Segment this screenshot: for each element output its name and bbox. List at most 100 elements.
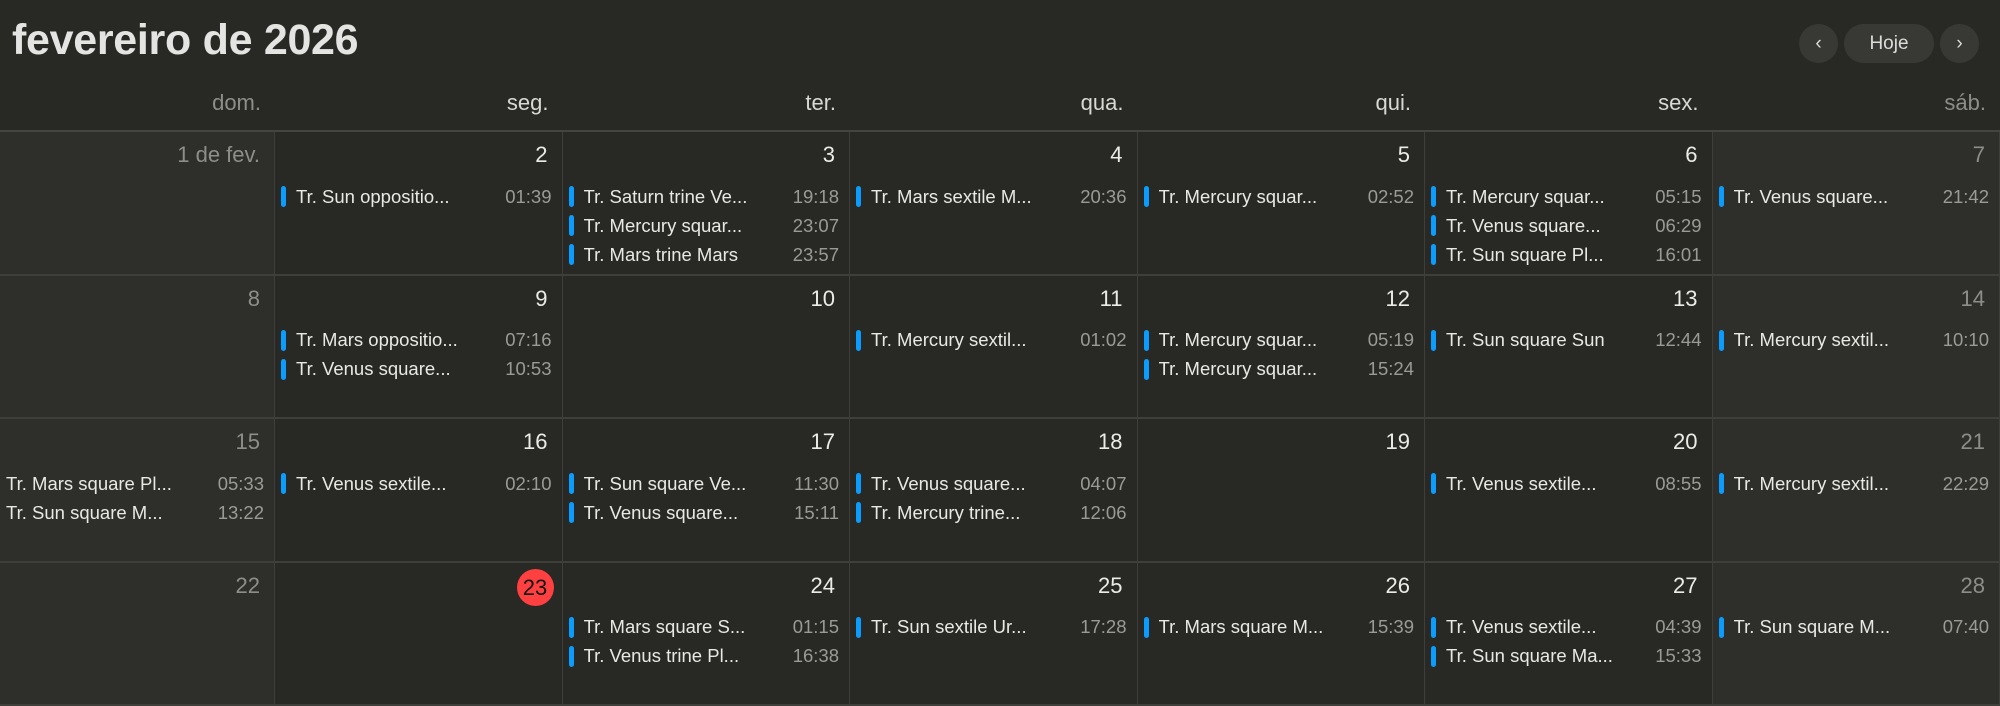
calendar-event[interactable]: Tr. Sun square M...13:22 — [6, 498, 264, 527]
event-time: 23:57 — [793, 244, 839, 266]
event-title: Tr. Mercury trine... — [871, 502, 1074, 524]
calendar-event[interactable]: Tr. Venus square...04:07 — [856, 469, 1127, 498]
day-cell[interactable]: 26 Tr. Mars square M...15:39 — [1138, 563, 1426, 706]
day-cell[interactable]: 8 — [0, 276, 275, 420]
calendar-color-bar-icon — [281, 330, 286, 351]
chevron-left-icon: ‹ — [1815, 33, 1821, 55]
day-cell[interactable]: 23 — [275, 563, 563, 706]
calendar-color-bar-icon — [569, 617, 574, 638]
calendar-color-bar-icon — [856, 502, 861, 523]
event-time: 07:16 — [505, 329, 551, 351]
event-title: Tr. Sun sextile Ur... — [871, 616, 1074, 638]
calendar-event[interactable]: Tr. Mercury squar...05:19 — [1144, 326, 1415, 355]
event-title: Tr. Sun oppositio... — [296, 186, 499, 208]
month-title: fevereiro de 2026 — [12, 16, 358, 65]
event-title: Tr. Venus trine Pl... — [584, 645, 787, 667]
day-number: 18 — [1098, 429, 1122, 455]
calendar-color-bar-icon — [1431, 186, 1436, 207]
event-title: Tr. Mars oppositio... — [296, 329, 499, 351]
calendar-event[interactable]: Tr. Venus square...10:53 — [281, 355, 552, 384]
calendar-event[interactable]: Tr. Mars square S...01:15 — [569, 613, 840, 642]
calendar-event[interactable]: Tr. Sun square M...07:40 — [1719, 613, 1990, 642]
day-cell[interactable]: 19 — [1138, 419, 1426, 563]
today-button[interactable]: Hoje — [1844, 24, 1934, 63]
event-time: 11:30 — [794, 473, 839, 495]
calendar-event[interactable]: Tr. Sun square Ve...11:30 — [569, 469, 840, 498]
calendar-event[interactable]: Tr. Sun sextile Ur...17:28 — [856, 613, 1127, 642]
event-title: Tr. Saturn trine Ve... — [584, 186, 787, 208]
calendar-event[interactable]: Tr. Sun oppositio...01:39 — [281, 182, 552, 211]
calendar-event[interactable]: Tr. Mercury squar...23:07 — [569, 211, 840, 240]
previous-month-button[interactable]: ‹ — [1799, 24, 1838, 63]
event-time: 06:29 — [1655, 215, 1701, 237]
event-title: Tr. Mars square Pl... — [6, 473, 212, 495]
calendar-event[interactable]: Tr. Mars oppositio... 07:16 — [281, 326, 552, 355]
calendar-color-bar-icon — [1719, 473, 1724, 494]
calendar-event[interactable]: Tr. Venus sextile...08:55 — [1431, 469, 1702, 498]
event-time: 01:02 — [1080, 329, 1126, 351]
calendar-color-bar-icon — [1431, 473, 1436, 494]
event-time: 23:07 — [793, 215, 839, 237]
calendar-color-bar-icon — [1431, 330, 1436, 351]
calendar-event[interactable]: Tr. Mars square M...15:39 — [1144, 613, 1415, 642]
event-time: 07:40 — [1943, 616, 1989, 638]
day-cell[interactable]: 10 — [563, 276, 851, 420]
day-number: 27 — [1673, 573, 1697, 599]
calendar-event[interactable]: Tr. Venus square...15:11 — [569, 498, 840, 527]
event-title: Tr. Mercury sextil... — [1734, 473, 1937, 495]
event-title: Tr. Venus square... — [296, 358, 499, 380]
calendar-event[interactable]: Tr. Mercury sextil...01:02 — [856, 326, 1127, 355]
calendar-color-bar-icon — [856, 617, 861, 638]
day-cell[interactable]: 22 — [0, 563, 275, 706]
calendar-event[interactable]: Tr. Venus trine Pl...16:38 — [569, 642, 840, 671]
calendar-color-bar-icon — [1431, 244, 1436, 265]
day-number: 26 — [1386, 573, 1410, 599]
event-time: 16:01 — [1655, 244, 1701, 266]
calendar-color-bar-icon — [1144, 186, 1149, 207]
calendar-event[interactable]: Tr. Mercury trine...12:06 — [856, 498, 1127, 527]
calendar-color-bar-icon — [569, 186, 574, 207]
calendar-event[interactable]: Tr. Mars sextile M...20:36 — [856, 182, 1127, 211]
event-title: Tr. Venus sextile... — [1446, 616, 1649, 638]
calendar-event[interactable]: Tr. Mercury sextil...22:29 — [1719, 469, 1990, 498]
event-time: 15:11 — [794, 502, 839, 524]
calendar-event[interactable]: Tr. Venus sextile...04:39 — [1431, 613, 1702, 642]
calendar-event[interactable]: Tr. Venus sextile...02:10 — [281, 469, 552, 498]
calendar-event[interactable]: Tr. Venus square...06:29 — [1431, 211, 1702, 240]
weekday-3: qua. — [850, 84, 1138, 130]
next-month-button[interactable]: › — [1940, 24, 1979, 63]
day-cell[interactable]: 1 de fev. — [0, 132, 275, 276]
calendar-event[interactable]: Tr. Mercury sextil...10:10 — [1719, 326, 1990, 355]
calendar-event[interactable]: Tr. Saturn trine Ve...19:18 — [569, 182, 840, 211]
calendar-event[interactable]: Tr. Sun square Pl...16:01 — [1431, 240, 1702, 269]
calendar-event[interactable]: Tr. Venus square...21:42 — [1719, 182, 1990, 211]
calendar-event[interactable]: Tr. Sun square Ma...15:33 — [1431, 642, 1702, 671]
calendar-event[interactable]: Tr. Mercury squar...02:52 — [1144, 182, 1415, 211]
calendar-event[interactable]: Tr. Mercury squar...05:15 — [1431, 182, 1702, 211]
calendar-event[interactable]: Tr. Mars square Pl...05:33 — [6, 469, 264, 498]
calendar-event[interactable]: Tr. Mercury squar...15:24 — [1144, 355, 1415, 384]
